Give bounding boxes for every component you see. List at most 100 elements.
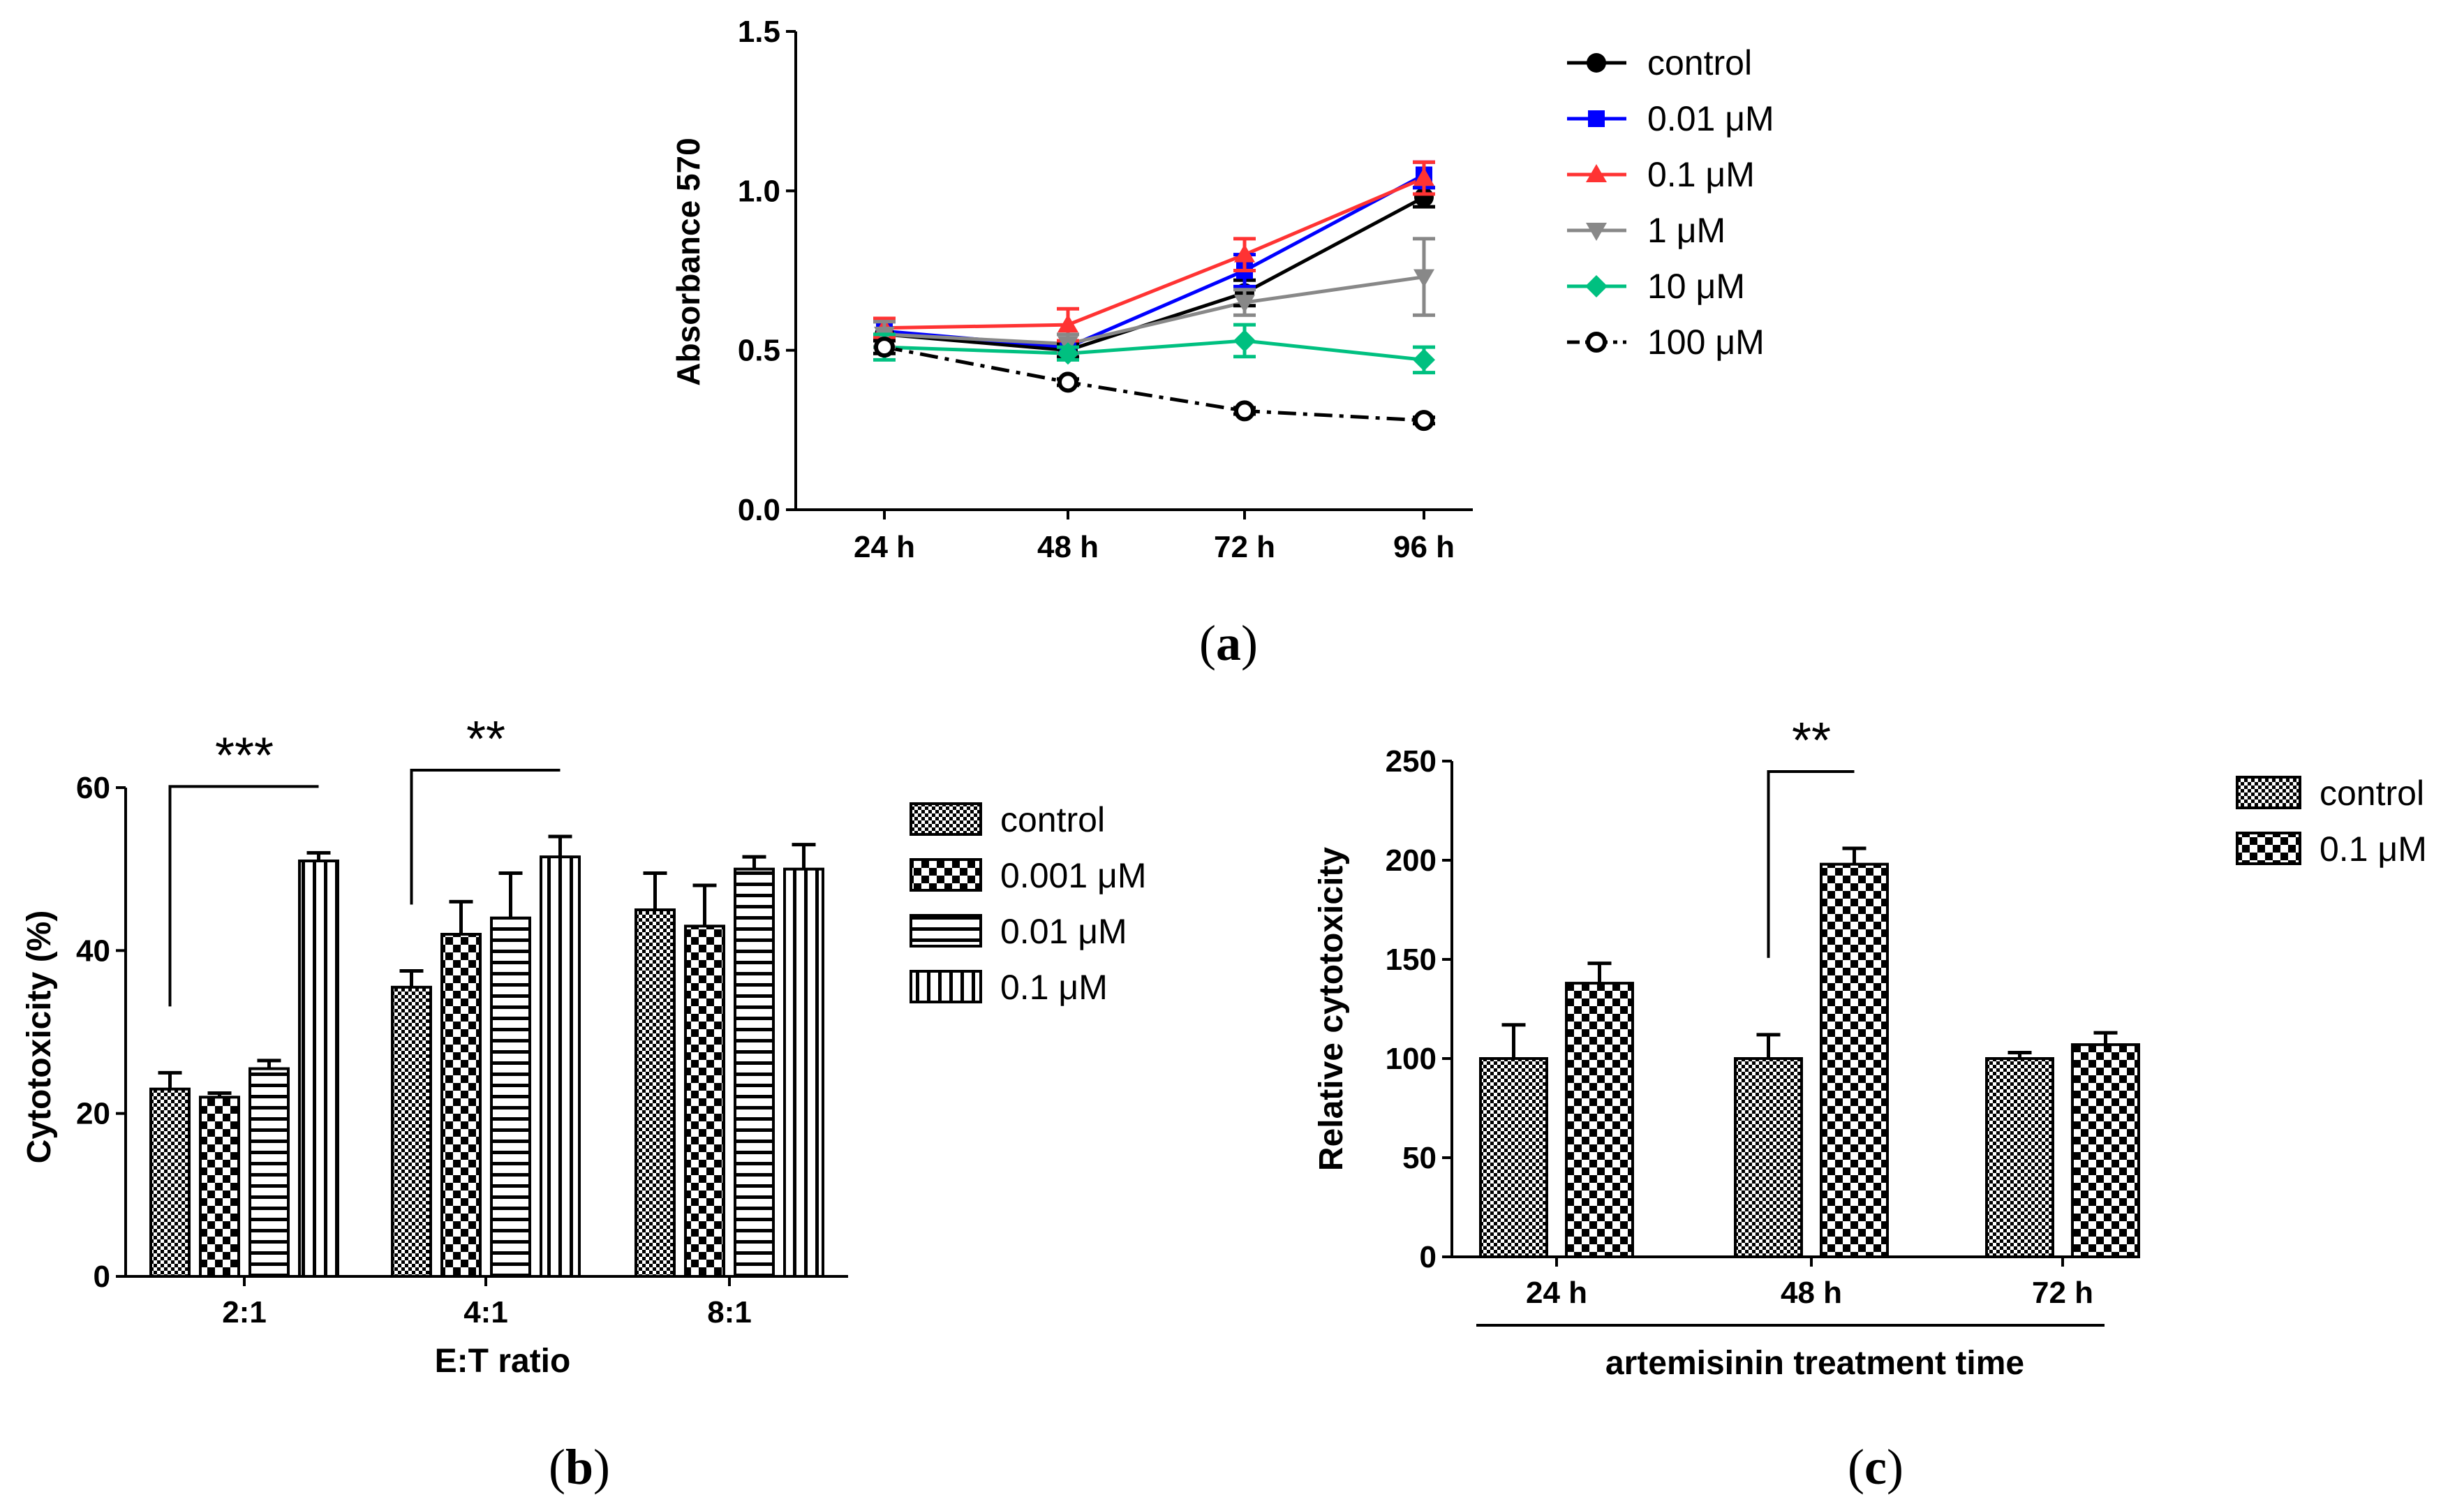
panel-c-legend-label: 0.1 μM <box>2320 830 2427 869</box>
panel-b-y-tick-label: 0 <box>94 1260 110 1294</box>
panel-a-data-point <box>1413 410 1434 432</box>
panel-a-legend-label: 10 μM <box>1647 267 1745 306</box>
panel-b-bar <box>783 867 824 1278</box>
panel-a-x-tick-label: 72 h <box>1214 530 1275 564</box>
panel-a-data-point <box>1413 269 1434 288</box>
panel-c-legend-swatch <box>2236 776 2301 809</box>
panel-b-legend-swatch <box>910 914 982 948</box>
panel-c-bars: ** <box>1479 713 2140 1259</box>
panel-c-y-axis-label: Relative cytotoxicity <box>1313 847 1350 1171</box>
panel-a-data-point <box>1413 348 1435 371</box>
panel-c-y-tick-label: 200 <box>1386 843 1437 878</box>
panel-c-y-tick-label: 250 <box>1386 744 1437 779</box>
panel-b-bar <box>199 1096 240 1278</box>
panel-a-series-line <box>884 176 1425 330</box>
panel-c-x-axis-label: artemisinin treatment time <box>1605 1345 2024 1382</box>
panel-a-x-tick-label: 96 h <box>1393 530 1455 564</box>
panel-c-x-tick-label: 72 h <box>2032 1276 2093 1310</box>
panel-c-x-tick-label: 24 h <box>1526 1276 1587 1310</box>
panel-a-legend-marker <box>1586 223 1607 241</box>
panel-c-y-tick-label: 50 <box>1402 1141 1437 1175</box>
panel-c-x-tick-label: 48 h <box>1781 1276 1842 1310</box>
panel-a-legend: control 0.01 μM 0.1 μM 1 μM 10 μM 100 μM <box>1567 43 1774 362</box>
panel-a-data-point <box>1234 400 1255 422</box>
panel-b-label: (b) <box>549 1439 610 1495</box>
panel-b-bar <box>490 916 531 1278</box>
panel-a-data-point <box>1234 244 1255 263</box>
panel-b-y-tick-label: 20 <box>76 1097 110 1131</box>
panel-c-bar <box>1734 1057 1803 1258</box>
panel-b-legend-label: 0.1 μM <box>1000 968 1108 1007</box>
panel-a-legend-marker <box>1588 110 1605 127</box>
panel-a-series-line <box>884 339 1425 362</box>
panel-a-data-point <box>1234 295 1255 314</box>
panel-c-bar <box>2071 1043 2140 1258</box>
panel-b-x-tick-label: 4:1 <box>463 1295 508 1329</box>
panel-b-bar <box>248 1067 290 1278</box>
panel-b-bar <box>734 867 775 1278</box>
panel-c-y-tick-label: 0 <box>1420 1240 1437 1274</box>
panel-a-data-point <box>1233 329 1256 352</box>
panel-b-legend-swatch <box>910 802 982 836</box>
panel-c-bar <box>1985 1057 2054 1258</box>
panel-c-bar-chart: 0 50 100 150 200 250 24 h 48 h 72 h ** control 0.… <box>1313 713 2427 1495</box>
panel-a-label: (a) <box>1199 615 1258 671</box>
panel-c-legend-swatch <box>2236 832 2301 865</box>
panel-a-x-tick-label: 48 h <box>1037 530 1099 564</box>
panel-a-y-tick-label: 0.0 <box>738 493 780 527</box>
panel-b-y-tick-label: 40 <box>76 934 110 968</box>
panel-a-y-tick-label: 0.5 <box>738 334 780 368</box>
panel-b-x-tick-label: 8:1 <box>707 1295 752 1329</box>
panel-a-data-point <box>1057 371 1078 393</box>
panel-a-y-axis-label: Absorbance 570 <box>670 138 706 385</box>
panel-c-bar <box>1479 1057 1548 1258</box>
panel-b-legend: control 0.001 μM 0.01 μM 0.1 μM <box>910 800 1146 1007</box>
panel-a-y-tick-label: 1.0 <box>738 174 780 208</box>
panel-b-bar <box>540 855 581 1278</box>
panel-a-data-point <box>1057 342 1079 365</box>
panel-b-legend-label: 0.001 μM <box>1000 856 1146 895</box>
panel-b-legend-swatch <box>910 858 982 892</box>
panel-b-axes: 0 20 40 60 2:1 4:1 8:1 <box>76 771 848 1329</box>
panel-a-series-line <box>884 275 1425 346</box>
panel-a-line-chart: 0.0 0.5 1.0 1.5 24 h 48 h 72 h 96 h control 0.01… <box>670 15 1774 671</box>
panel-c-bar <box>1820 862 1889 1259</box>
panel-a-legend-marker <box>1587 53 1606 73</box>
panel-b-x-axis-label: E:T ratio <box>435 1343 571 1380</box>
panel-c-y-tick-label: 100 <box>1386 1042 1437 1076</box>
panel-b-bar <box>684 924 725 1278</box>
panel-b-bar <box>634 908 676 1278</box>
panel-c-significance-label: ** <box>1792 713 1831 769</box>
panel-c-y-tick-label: 150 <box>1386 943 1437 977</box>
panel-b-bar <box>391 985 432 1278</box>
panel-c-significance-bracket <box>1767 769 1855 958</box>
panel-b-y-tick-label: 60 <box>76 771 110 805</box>
panel-a-data-point <box>1057 314 1078 333</box>
panel-b-x-tick-label: 2:1 <box>222 1295 267 1329</box>
panel-b-bar <box>440 933 482 1278</box>
panel-a-data-point <box>874 337 895 358</box>
panel-c-legend: control 0.1 μM <box>2236 774 2427 869</box>
panel-a-legend-label: 100 μM <box>1647 323 1765 362</box>
panel-b-bar <box>149 1087 191 1278</box>
panel-b-significance-bracket <box>168 785 319 1007</box>
panel-a-series-line <box>884 345 1425 422</box>
panel-a-legend-label: 0.1 μM <box>1647 155 1755 194</box>
panel-b-legend-swatch <box>910 970 982 1003</box>
panel-b-significance-bracket <box>410 769 561 905</box>
panel-a-legend-label: control <box>1647 43 1752 82</box>
panel-a-series <box>873 160 1435 432</box>
panel-b-significance-label: *** <box>215 728 274 783</box>
panel-b-y-axis-label: Cytotoxicity (%) <box>21 911 58 1164</box>
panel-a-legend-marker <box>1585 275 1608 297</box>
panel-b-bars: *** ** <box>149 712 824 1278</box>
panel-b-legend-label: 0.01 μM <box>1000 912 1127 951</box>
panel-a-data-point <box>1413 168 1434 186</box>
panel-b-bar <box>298 860 339 1278</box>
panel-c-legend-label: control <box>2320 774 2424 813</box>
panel-a-legend-marker <box>1586 332 1607 353</box>
panel-a-legend-marker <box>1586 164 1607 182</box>
panel-c-axes: 0 50 100 150 200 250 24 h 48 h 72 h <box>1386 744 2129 1327</box>
